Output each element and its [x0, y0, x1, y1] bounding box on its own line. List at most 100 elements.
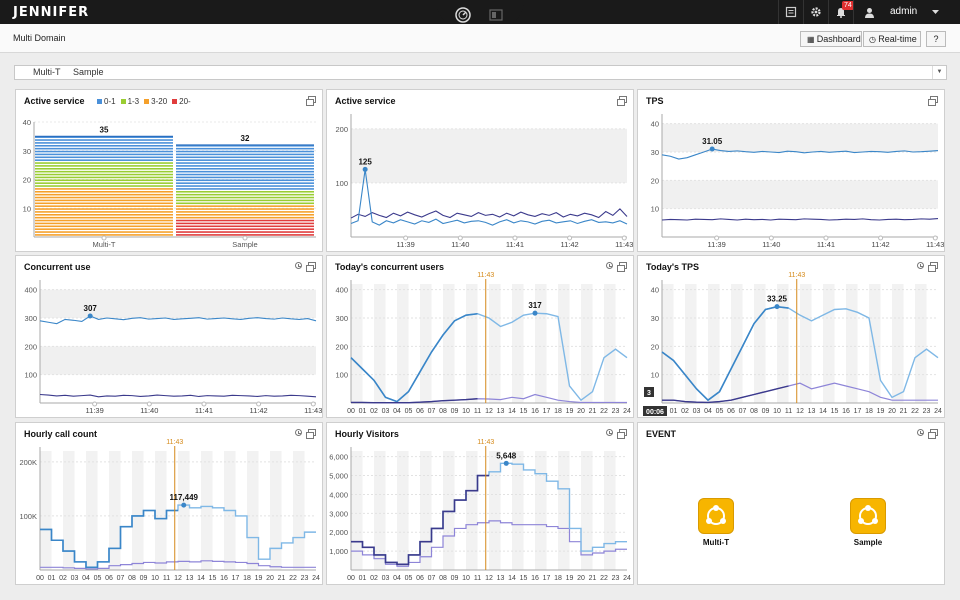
x-tick-dot [457, 235, 463, 241]
x-tick-label: 04 [704, 408, 712, 415]
x-tick-label: 11:43 [926, 240, 944, 249]
hour-stripe [558, 284, 570, 403]
maximize-icon[interactable] [928, 429, 938, 439]
x-tick-dot [92, 401, 98, 407]
caret-down-icon[interactable]: ▼ [932, 66, 946, 79]
bar-stripe [176, 182, 314, 184]
bar-stripe [176, 153, 314, 156]
x-tick-label: 21 [278, 575, 286, 582]
realtime-button[interactable]: ◷ Real-time [863, 31, 921, 47]
x-tick-label: 05 [94, 575, 102, 582]
domain-select[interactable]: Multi-T Sample ▼ [14, 65, 947, 80]
maximize-icon[interactable] [617, 262, 627, 272]
event-item-multi-t[interactable]: Multi-T [696, 498, 736, 547]
bar-stripe [176, 147, 314, 150]
bar-stripe [176, 193, 314, 196]
series-line [350, 169, 628, 226]
x-tick-label: 11:40 [762, 240, 780, 249]
bar-stripe [176, 231, 314, 233]
bar-stripe [35, 173, 173, 176]
username[interactable]: admin [890, 6, 918, 17]
x-tick-label: 08 [128, 575, 136, 582]
x-tick-label: 23 [301, 575, 309, 582]
x-tick-dot [621, 235, 627, 241]
history-clock-icon[interactable] [606, 429, 613, 436]
x-tick-label: Multi-T [93, 240, 116, 249]
peak-point [774, 304, 780, 310]
bar-stripe [35, 136, 173, 138]
bar-stripe [35, 147, 173, 150]
user-icon [865, 7, 874, 18]
legend-swatch [97, 99, 102, 104]
hour-stripe [662, 284, 674, 403]
bar-stripe [176, 219, 314, 222]
y-tick-label: 200 [335, 342, 348, 351]
hour-stripe [754, 284, 766, 403]
app-logo[interactable]: JENNIFER [13, 5, 90, 20]
panel-hourly-visitors: Hourly Visitors 1,000 2,000 3,000 4,000 5,00… [326, 422, 634, 585]
user-menu[interactable] [853, 0, 960, 24]
bar-stripe [176, 228, 314, 230]
clock-icon: ◷ [869, 35, 879, 44]
peak-label: 307 [84, 304, 98, 313]
peak-label: 117,449 [170, 493, 199, 502]
grid-icon: ▦ [807, 35, 817, 44]
y-tick-label: 20 [651, 176, 659, 185]
grid-band [662, 123, 938, 152]
x-tick-label: 06 [727, 408, 735, 415]
x-tick-label: 17 [543, 575, 551, 582]
legend-item: 0-1 [97, 97, 116, 106]
help-button[interactable]: ? [926, 31, 946, 47]
x-tick-label: 10 [462, 408, 470, 415]
x-tick-label: 11 [163, 575, 170, 582]
chevron-down-icon[interactable] [932, 10, 939, 15]
settings-button[interactable] [803, 0, 827, 24]
x-tick-label: 01 [670, 408, 678, 415]
panel-todays-concurrent-users: Today's concurrent users 100 200 300 400 00 0… [326, 255, 634, 418]
grid-view-icon[interactable] [488, 7, 504, 23]
maximize-icon[interactable] [617, 96, 627, 106]
panel-title: Hourly Visitors [335, 429, 399, 439]
hour-stripe [489, 284, 501, 403]
hour-stripe [535, 284, 547, 403]
notifications-button[interactable] [828, 0, 852, 24]
bar-stripe [35, 159, 173, 161]
y-tick-label: 200 [335, 125, 348, 134]
maximize-icon[interactable] [928, 262, 938, 272]
maximize-icon[interactable] [617, 429, 627, 439]
history-clock-icon[interactable] [917, 429, 924, 436]
hour-stripe [293, 451, 305, 570]
domain-select-second: Sample [73, 67, 104, 77]
x-tick-label: 13 [497, 575, 505, 582]
peak-label: 33.25 [767, 295, 788, 304]
event-item-label: Multi-T [702, 538, 730, 547]
history-clock-icon[interactable] [295, 429, 302, 436]
x-tick-label: 15 [520, 408, 528, 415]
x-tick-label: 22 [289, 575, 297, 582]
report-button[interactable] [778, 0, 802, 24]
history-clock-icon[interactable] [917, 262, 924, 269]
chart-svg: 1020304000010203040506070809101112131415… [643, 272, 942, 416]
legend-swatch [172, 99, 178, 104]
event-item-sample[interactable]: Sample [848, 498, 888, 547]
dashboard-dial-icon[interactable] [455, 7, 471, 23]
y-tick-label: 1,000 [329, 547, 348, 556]
maximize-icon[interactable] [306, 96, 316, 106]
x-tick-label: 20 [888, 408, 896, 415]
bar-stripe [176, 211, 314, 213]
y-tick-label: 10 [651, 371, 659, 380]
x-tick-label: 11:42 [561, 240, 579, 249]
dashboard-button[interactable]: ▦ Dashboard [800, 31, 862, 47]
x-tick-label: 04 [393, 408, 401, 415]
panel-title: Active service [335, 96, 396, 106]
x-tick-label: 13 [186, 575, 194, 582]
maximize-icon[interactable] [928, 96, 938, 106]
maximize-icon[interactable] [306, 429, 316, 439]
maximize-icon[interactable] [306, 262, 316, 272]
history-clock-icon[interactable] [295, 262, 302, 269]
history-clock-icon[interactable] [606, 262, 613, 269]
y-tick-label: 100 [24, 371, 37, 380]
x-tick-dot [242, 235, 248, 241]
y-tick-label: 40 [23, 118, 31, 127]
